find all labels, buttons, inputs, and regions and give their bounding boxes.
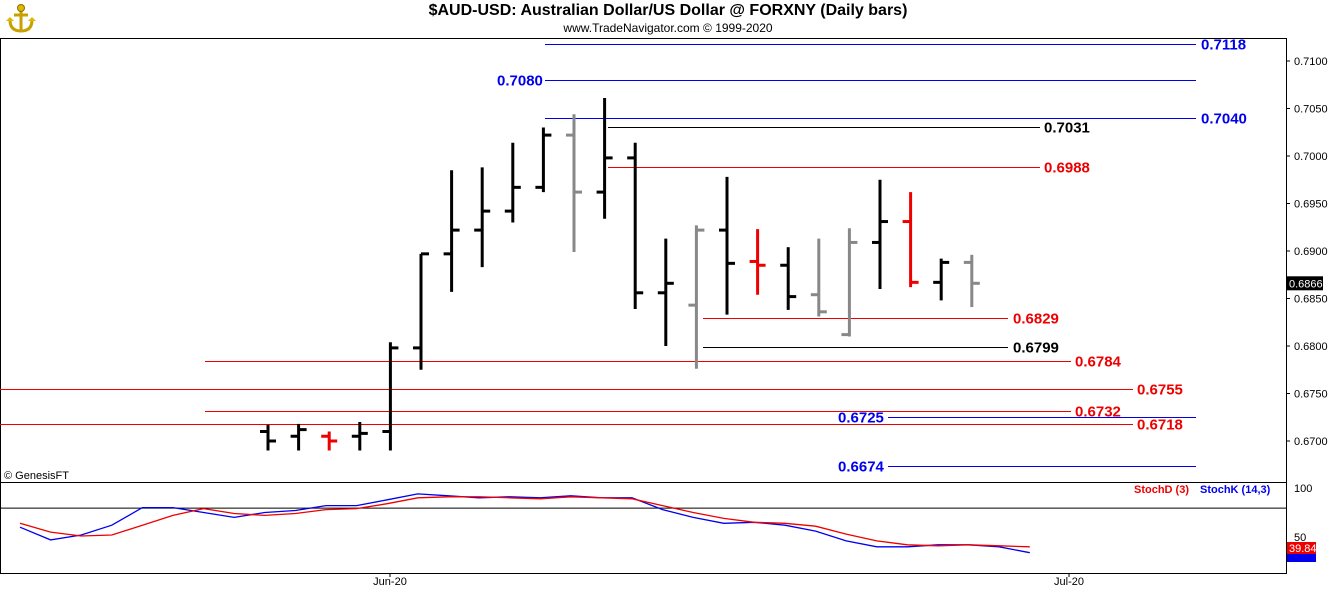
stochastic-panel: 100 50 StochD (3) StochK (14,3) 39.84 — [0, 483, 1317, 562]
stochd-last-label: 39.84 — [1289, 543, 1317, 555]
level-label: 0.6784 — [1075, 354, 1122, 371]
ohlc-bar — [535, 127, 552, 193]
level-label: 0.6799 — [1013, 340, 1059, 357]
ohlc-bar — [872, 179, 888, 289]
ohlc-bar — [719, 176, 735, 315]
level-label: 0.6829 — [1013, 311, 1059, 328]
stochk-line — [19, 493, 1030, 554]
level-label: 0.6718 — [1137, 417, 1183, 434]
ohlc-bar — [841, 228, 858, 337]
ohlc-bar — [382, 342, 399, 451]
ohlc-bar — [321, 431, 338, 451]
ohlc-bar — [596, 98, 613, 219]
credit-label: © GenesisFT — [4, 470, 69, 482]
ohlc-bar — [413, 252, 429, 370]
ohlc-bars — [260, 98, 980, 451]
ohlc-bar — [749, 229, 766, 295]
ohlc-bar — [688, 225, 705, 369]
level-label: 0.7080 — [497, 73, 543, 90]
level-label: 0.6755 — [1137, 382, 1183, 399]
price-tick-label: 0.6900 — [1294, 246, 1328, 258]
price-tick-label: 0.6800 — [1294, 341, 1328, 353]
level-label: 0.6725 — [838, 410, 884, 427]
chart-title: $AUD-USD: Australian Dollar/US Dollar @ … — [428, 2, 908, 19]
date-tick-label: Jun-20 — [373, 576, 407, 588]
level-label: 0.6988 — [1044, 160, 1090, 177]
ohlc-bar — [810, 238, 827, 317]
chart-header: $AUD-USD: Australian Dollar/US Dollar @ … — [0, 0, 1336, 38]
stoch-tick-label: 100 — [1294, 483, 1312, 495]
date-tick-label: Jul-20 — [1054, 576, 1084, 588]
ohlc-bar — [963, 254, 980, 308]
ohlc-bar — [443, 170, 460, 292]
price-tick-label: 0.7050 — [1294, 104, 1328, 116]
ohlc-bar — [260, 424, 276, 451]
chart-frame — [0, 38, 1287, 574]
price-levels: 0.7118 0.7080 0.7040 0.7031 0.6988 0.6829 0.67… — [0, 37, 1247, 476]
price-tick-label: 0.6750 — [1294, 389, 1328, 401]
ohlc-bar — [566, 114, 582, 252]
last-price-marker: 0.6866 — [1287, 276, 1323, 291]
ohlc-bar — [933, 258, 950, 301]
legend-stochd: StochD (3) — [1134, 484, 1189, 496]
stoch-tick-label: 50 — [1294, 532, 1306, 544]
trade-navigator-logo — [6, 4, 36, 33]
price-axis: 0.7100 0.7050 0.7000 0.6950 0.6900 0.6850 0.68… — [1286, 56, 1328, 448]
ohlc-bar — [780, 247, 797, 310]
level-label: 0.7040 — [1201, 111, 1247, 128]
level-label: 0.6732 — [1075, 404, 1121, 421]
date-axis: Jun-20 Jul-20 — [373, 573, 1084, 588]
ohlc-bar — [627, 142, 644, 309]
level-label: 0.7031 — [1044, 120, 1090, 137]
price-tick-label: 0.7100 — [1294, 56, 1328, 68]
price-tick-label: 0.6850 — [1294, 294, 1328, 306]
price-tick-label: 0.7000 — [1294, 151, 1328, 163]
ohlc-bar — [657, 238, 674, 346]
ohlc-bar — [474, 167, 491, 268]
ohlc-bar — [504, 142, 521, 223]
legend-stochk: StochK (14,3) — [1200, 484, 1271, 496]
stochk-last-box — [1287, 554, 1316, 562]
last-price-box — [1287, 276, 1323, 291]
stochd-line — [19, 496, 1030, 548]
price-tick-label: 0.6950 — [1294, 199, 1328, 211]
ohlc-bar — [351, 422, 368, 451]
ohlc-bar — [290, 423, 307, 451]
stochd-last-box — [1287, 542, 1316, 554]
price-tick-label: 0.6700 — [1294, 436, 1328, 448]
last-price-label: 0.6866 — [1289, 278, 1323, 290]
plot-border — [0, 38, 1287, 574]
level-label: 0.7118 — [1201, 37, 1246, 54]
ohlc-bar — [902, 192, 919, 288]
level-label: 0.6674 — [838, 459, 885, 476]
chart-subtitle: www.TradeNavigator.com © 1999-2020 — [563, 21, 773, 35]
